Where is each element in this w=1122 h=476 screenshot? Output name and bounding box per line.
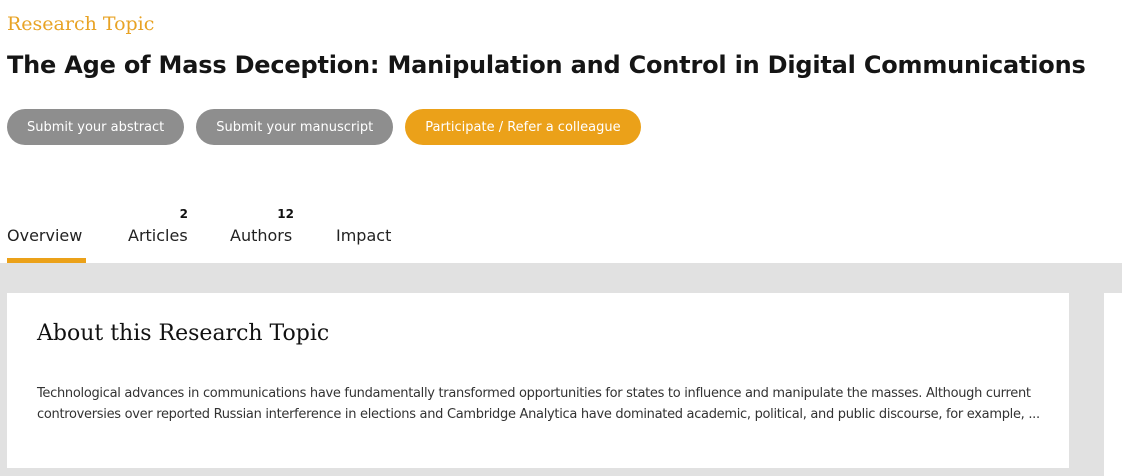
- tab-authors-label: Authors: [230, 226, 293, 245]
- side-panel: [1104, 293, 1122, 476]
- submit-abstract-button[interactable]: Submit your abstract: [7, 109, 185, 145]
- tab-articles-label: Articles: [128, 226, 188, 245]
- tab-impact[interactable]: Impact: [336, 205, 394, 263]
- action-buttons: Submit your abstract Submit your manuscr…: [7, 109, 641, 145]
- about-heading: About this Research Topic: [37, 321, 330, 346]
- section-eyebrow: Research Topic: [7, 13, 155, 35]
- page-title: The Age of Mass Deception: Manipulation …: [7, 51, 1086, 79]
- authors-count-badge: 12: [277, 207, 294, 221]
- tab-articles[interactable]: 2 Articles: [128, 205, 188, 263]
- tab-authors[interactable]: 12 Authors: [230, 205, 294, 263]
- about-card: About this Research Topic Technological …: [7, 293, 1069, 468]
- topic-tabs: Overview 2 Articles 12 Authors Impact: [7, 205, 436, 263]
- submit-manuscript-button[interactable]: Submit your manuscript: [196, 109, 394, 145]
- tab-overview-label: Overview: [7, 226, 83, 245]
- tab-impact-label: Impact: [336, 226, 392, 245]
- tab-overview[interactable]: Overview: [7, 205, 86, 263]
- active-tab-indicator: [7, 258, 86, 263]
- about-description: Technological advances in communications…: [37, 386, 1040, 422]
- participate-button[interactable]: Participate / Refer a colleague: [405, 109, 641, 145]
- articles-count-badge: 2: [179, 207, 188, 221]
